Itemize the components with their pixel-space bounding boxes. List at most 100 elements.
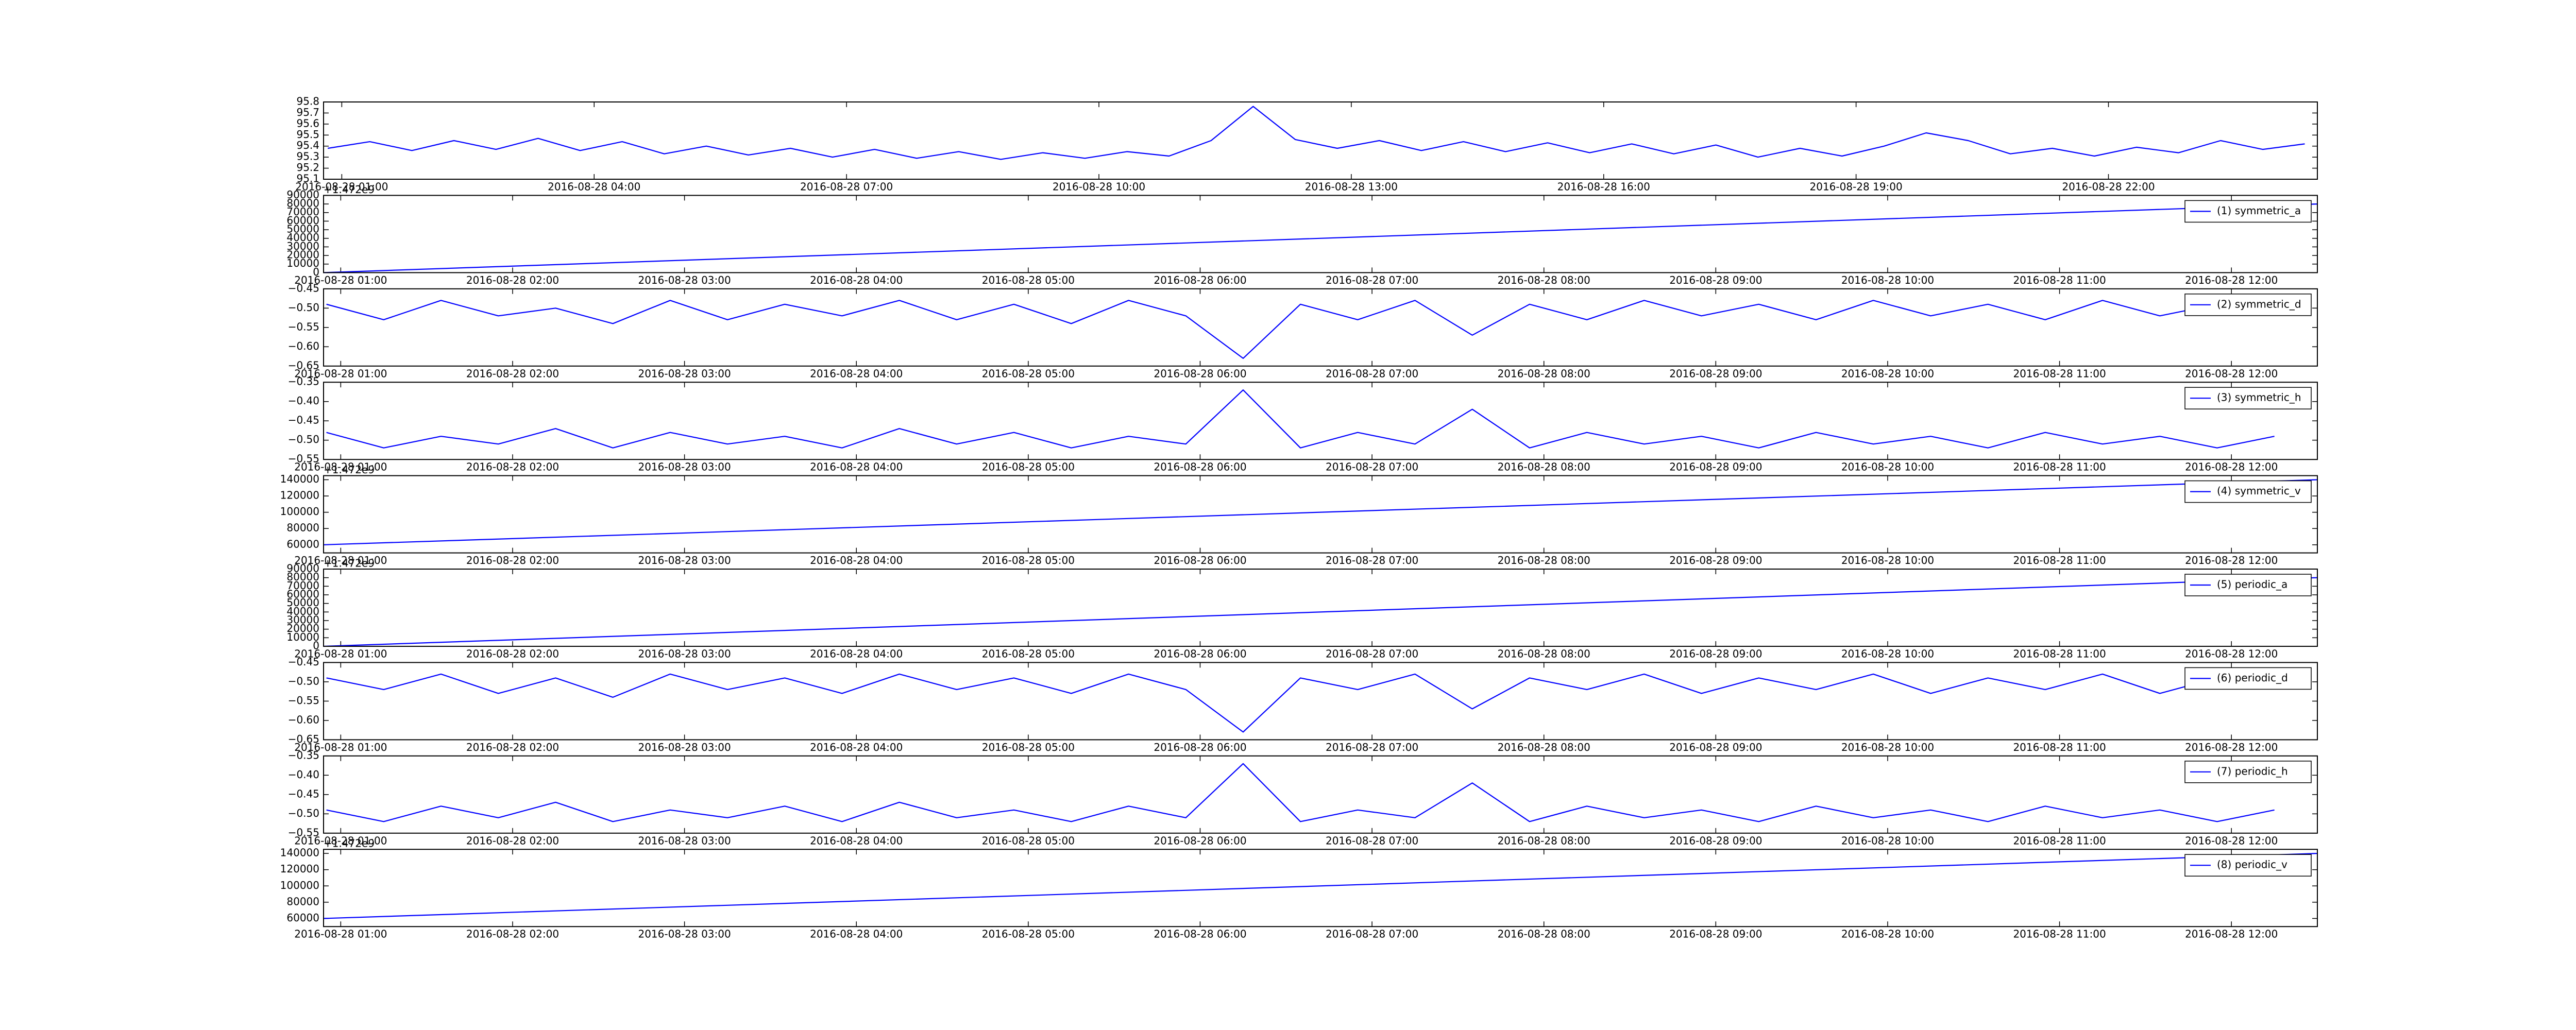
x-tick-label: 2016-08-28 01:00: [294, 648, 387, 660]
x-tick-label: 2016-08-28 01:00: [294, 928, 387, 940]
y-tick-label: 100000: [280, 505, 319, 518]
x-tick-label: 2016-08-28 07:00: [1326, 928, 1418, 940]
x-tick-label: 2016-08-28 10:00: [1841, 367, 1934, 380]
plot-area: [324, 288, 2317, 366]
panel: −0.65 −0.60 −0.55 −0.50 −0.45 2016-08-28 01:0…: [288, 282, 2318, 380]
plot-area: [324, 475, 2317, 553]
x-tick-label: 2016-08-28 04:00: [810, 834, 903, 847]
y-tick-label: 0: [313, 640, 319, 652]
x-tick-label: 2016-08-28 04:00: [810, 741, 903, 753]
x-tick-label: 2016-08-28 12:00: [2185, 554, 2278, 566]
x-tick-label: 2016-08-28 08:00: [1498, 928, 1590, 940]
y-tick-label: −0.50: [288, 301, 319, 314]
axes-frame: [323, 382, 2318, 460]
y-tick-label: 140000: [280, 847, 319, 859]
y-tick-label: −0.65: [288, 359, 319, 371]
x-tick-label: 2016-08-28 03:00: [638, 461, 731, 473]
x-tick-label: 2016-08-28 09:00: [1669, 834, 1762, 847]
series-line: [326, 763, 2275, 822]
x-tick-label: 2016-08-28 02:00: [466, 367, 559, 380]
offset-text: +1.472e9: [324, 557, 375, 570]
x-tick-label: 2016-08-28 11:00: [2013, 274, 2106, 286]
x-tick-label: 2016-08-28 02:00: [466, 554, 559, 566]
x-tick-label: 2016-08-28 05:00: [982, 741, 1075, 753]
y-tick-label: 10000: [286, 257, 319, 269]
axes-frame: [323, 569, 2318, 647]
y-tick-label: −0.60: [288, 713, 319, 726]
plot-area: [324, 102, 2317, 179]
plot-area: [324, 756, 2317, 833]
y-tick-label: 60000: [286, 538, 319, 550]
plot-area: [324, 382, 2317, 460]
x-tick-label: 2016-08-28 03:00: [638, 648, 731, 660]
x-tick-label: 2016-08-28 07:00: [1326, 741, 1418, 753]
panel: 0100002000030000400005000060000700008000…: [286, 183, 2318, 286]
x-tick-label: 2016-08-28 09:00: [1669, 928, 1762, 940]
legend-label: (5) periodic_a: [2217, 578, 2287, 591]
series-line: [326, 673, 2275, 733]
x-tick-label: 2016-08-28 16:00: [1557, 181, 1650, 193]
x-tick-label: 2016-08-28 01:00: [294, 741, 387, 753]
x-tick-label: 2016-08-28 08:00: [1498, 741, 1590, 753]
y-tick-label: −0.45: [288, 787, 319, 800]
plot-area: [324, 195, 2317, 273]
plot-area: [324, 569, 2317, 646]
series-line: [323, 853, 2318, 919]
panel: 95.195.295.395.495.595.695.795.8 2016-08-…: [295, 95, 2318, 193]
y-tick-label: 60000: [286, 588, 319, 600]
x-tick-label: 2016-08-28 13:00: [1305, 181, 1398, 193]
x-tick-label: 2016-08-28 02:00: [466, 648, 559, 660]
x-tick-label: 2016-08-28 12:00: [2185, 274, 2278, 286]
series-line: [328, 106, 2305, 160]
y-tick-label: 95.5: [296, 128, 319, 141]
axes-frame: [323, 288, 2318, 367]
x-tick-label: 2016-08-28 09:00: [1669, 274, 1762, 286]
x-tick-label: 2016-08-28 05:00: [982, 367, 1075, 380]
y-tick-label: 70000: [286, 579, 319, 592]
axes-frame: [323, 475, 2318, 554]
y-tick-label: −0.35: [288, 375, 319, 388]
x-tick-label: 2016-08-28 08:00: [1498, 554, 1590, 566]
x-tick-label: 2016-08-28 07:00: [1326, 367, 1418, 380]
y-tick-label: 95.1: [296, 173, 319, 185]
legend-label: (6) periodic_d: [2217, 672, 2288, 684]
x-tick-label: 2016-08-28 12:00: [2185, 834, 2278, 847]
x-tick-label: 2016-08-28 10:00: [1841, 834, 1934, 847]
y-tick-label: −0.60: [288, 340, 319, 352]
y-tick-label: −0.65: [288, 733, 319, 745]
x-tick-label: 2016-08-28 04:00: [810, 554, 903, 566]
y-tick-label: 80000: [286, 895, 319, 907]
x-tick-label: 2016-08-28 22:00: [2062, 181, 2155, 193]
x-tick-label: 2016-08-28 12:00: [2185, 741, 2278, 753]
x-tick-label: 2016-08-28 10:00: [1841, 928, 1934, 940]
y-tick-label: 90000: [286, 188, 319, 201]
offset-text: +1.472e9: [324, 837, 375, 850]
x-tick-label: 2016-08-28 02:00: [466, 834, 559, 847]
plot-area: [324, 662, 2317, 740]
y-tick-label: 50000: [286, 596, 319, 609]
y-tick-label: 40000: [286, 605, 319, 617]
y-tick-label: −0.40: [288, 394, 319, 407]
y-tick-label: 90000: [286, 562, 319, 575]
y-tick-label: 50000: [286, 223, 319, 235]
offset-text: +1.472e9: [324, 464, 375, 476]
x-tick-label: 2016-08-28 05:00: [982, 834, 1075, 847]
x-tick-label: 2016-08-28 03:00: [638, 274, 731, 286]
x-tick-label: 2016-08-28 04:00: [810, 367, 903, 380]
x-tick-label: 2016-08-28 06:00: [1154, 554, 1246, 566]
y-tick-label: 80000: [286, 197, 319, 210]
legend-label: (3) symmetric_h: [2217, 391, 2301, 404]
x-tick-label: 2016-08-28 02:00: [466, 274, 559, 286]
x-tick-label: 2016-08-28 07:00: [1326, 834, 1418, 847]
x-tick-label: 2016-08-28 10:00: [1841, 741, 1934, 753]
x-tick-label: 2016-08-28 07:00: [1326, 274, 1418, 286]
y-tick-label: −0.45: [288, 414, 319, 426]
y-tick-label: 120000: [280, 489, 319, 502]
x-tick-label: 2016-08-28 07:00: [1326, 461, 1418, 473]
series-line: [323, 479, 2318, 545]
y-tick-label: 140000: [280, 473, 319, 485]
x-tick-label: 2016-08-28 10:00: [1841, 648, 1934, 660]
legend-label: (7) periodic_h: [2217, 765, 2288, 777]
x-tick-label: 2016-08-28 08:00: [1498, 367, 1590, 380]
